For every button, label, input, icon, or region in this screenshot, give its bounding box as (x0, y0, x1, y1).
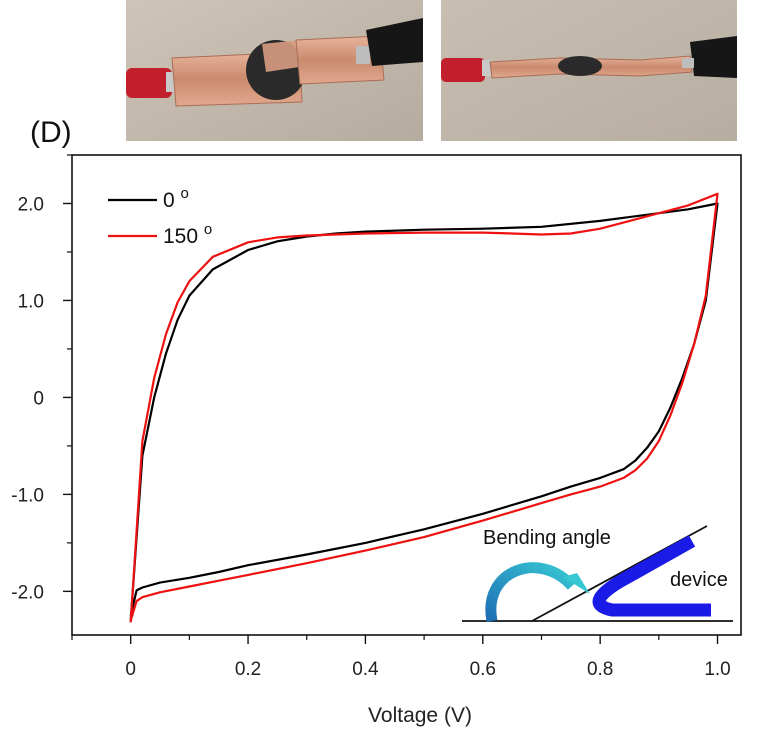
legend: 0 o 150 o (108, 185, 212, 248)
x-tick-label: 1.0 (704, 659, 730, 680)
series-line-150deg (129, 192, 719, 623)
panel-label: (D) (30, 116, 72, 149)
x-axis-title: Voltage (V) (368, 704, 472, 727)
x-tick-label: 0.6 (470, 659, 496, 680)
bent-device-photo (441, 0, 737, 141)
y-tick-label: 2.0 (18, 194, 44, 215)
device-photos (126, 0, 737, 141)
y-tick-label: 0 (33, 388, 44, 409)
series-line-0deg (129, 202, 719, 621)
bending-arrow-head-icon (563, 573, 590, 594)
x-tick-label: 0.4 (352, 659, 379, 680)
y-tick-label: -1.0 (11, 485, 44, 506)
bending-angle-label: Bending angle (483, 527, 611, 549)
legend-label-150deg: 150 o (163, 221, 212, 248)
y-tick-label: 1.0 (18, 291, 44, 312)
x-tick-label: 0.8 (587, 659, 613, 680)
device-label: device (670, 569, 728, 591)
y-tick-label: -2.0 (11, 582, 44, 603)
x-tick-label: 0 (125, 659, 136, 680)
x-tick-label: 0.2 (235, 659, 261, 680)
device-shape (592, 535, 711, 617)
x-axis-ticks: 0 0.2 0.4 0.6 0.8 1.0 (71, 635, 731, 680)
legend-label-0deg: 0 o (163, 185, 189, 212)
series-layer (129, 192, 719, 623)
y-axis-ticks: -2.0 -1.0 0 1.0 2.0 (11, 154, 72, 603)
flat-device-photo (126, 0, 423, 141)
plot-frame (71, 154, 742, 636)
bending-inset: Bending angle device (462, 525, 733, 623)
bending-arrow-icon (485, 562, 577, 623)
